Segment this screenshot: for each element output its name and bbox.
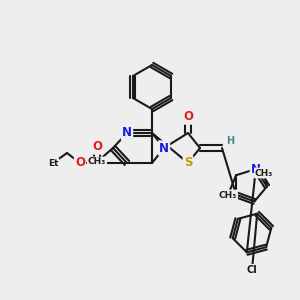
- Text: CH₃: CH₃: [255, 169, 273, 178]
- Text: Et: Et: [48, 158, 58, 167]
- Text: O: O: [75, 157, 85, 169]
- Text: N: N: [159, 142, 169, 154]
- Text: N: N: [122, 127, 132, 140]
- Text: CH₃: CH₃: [88, 158, 106, 166]
- Text: Cl: Cl: [247, 265, 257, 275]
- Text: CH₃: CH₃: [219, 190, 237, 200]
- Text: S: S: [184, 157, 192, 169]
- Text: O: O: [92, 140, 102, 154]
- Text: O: O: [183, 110, 193, 124]
- Text: H: H: [226, 136, 234, 146]
- Text: N: N: [251, 163, 261, 176]
